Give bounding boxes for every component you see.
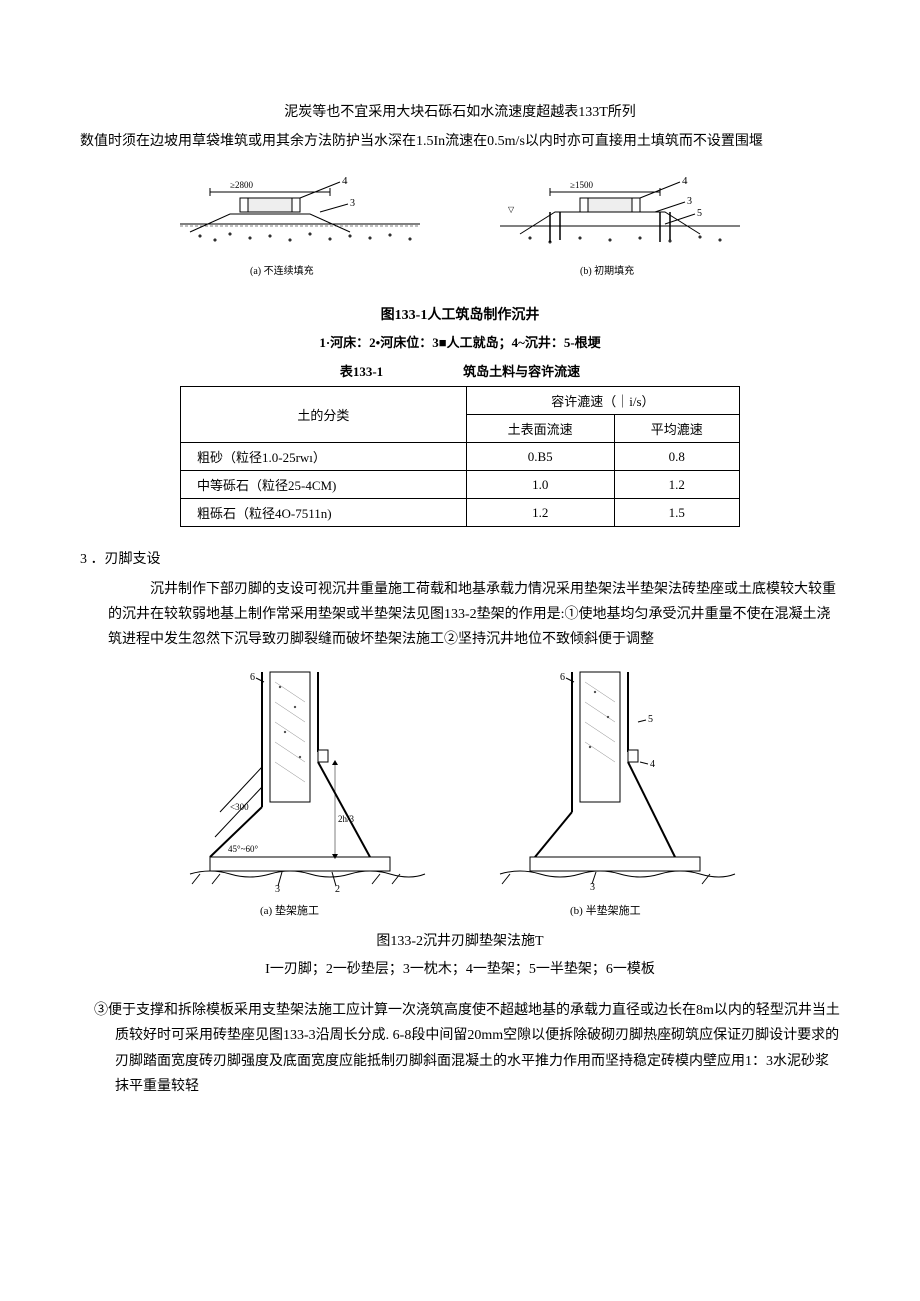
cell-name: 粗砂（粒径1.0-25rwı）	[181, 443, 467, 471]
svg-text:(b) 初期填充: (b) 初期填充	[580, 264, 634, 277]
cell-v1: 1.2	[466, 499, 614, 527]
table-header-row: 土的分类 容许漉速（｜i/s）	[181, 387, 740, 415]
table-133-1-label: 表133-1	[340, 361, 383, 380]
figure-133-2-legend: I一刃脚；2一砂垫层；3一枕木；4一垫架；5一半垫架；6一模板	[80, 958, 840, 978]
figure-133-2-caption: 图133-2沉井刃脚垫架法施T	[80, 930, 840, 950]
paragraph-3-circle-body: ③便于支撑和拆除模板采用支垫架法施工应计算一次浇筑高度使不超越地基的承载力直径或…	[94, 998, 840, 1099]
svg-text:6: 6	[560, 672, 565, 683]
col-header-main: 土的分类	[181, 387, 467, 443]
svg-text:45°~60°: 45°~60°	[228, 844, 258, 854]
svg-text:4: 4	[342, 175, 348, 187]
table-133-1: 土的分类 容许漉速（｜i/s） 土表面流速 平均漉速 粗砂（粒径1.0-25rw…	[180, 386, 740, 527]
cell-v2: 1.5	[614, 499, 739, 527]
table-133-1-title-row: 表133-1 筑岛土料与容许流速	[80, 361, 840, 380]
col-sub-2: 平均漉速	[614, 415, 739, 443]
svg-text:(b) 半垫架施工: (b) 半垫架施工	[570, 903, 641, 917]
figure-133-1: ≥2800 4 3 (a) 不连续填充 ≥1500	[80, 174, 840, 294]
intro-line-2: 数值时须在边坡用草袋堆筑或用其余方法防护当水深在1.5In流速在0.5m/s以内…	[80, 129, 840, 154]
scaffold-diagram-left-icon: <300 2h/3 45°~60° 6 2 3 (a) 垫架施工	[180, 662, 430, 922]
svg-text:(a) 垫架施工: (a) 垫架施工	[260, 903, 319, 917]
svg-text:4: 4	[650, 759, 655, 770]
svg-text:2h/3: 2h/3	[338, 814, 355, 824]
figure-133-2-caption-text: 图133-2沉井刃脚垫架法施T	[376, 934, 543, 949]
svg-text:5: 5	[648, 714, 653, 725]
cell-name: 粗砾石（粒径4O-7511n)	[181, 499, 467, 527]
island-diagram-right-icon: ≥1500 4 3 5 ▽ (b) 初期填充	[490, 174, 750, 294]
figure-133-2-right: 6 5 4 3 (b) 半垫架施工	[490, 662, 740, 922]
col-header-group: 容许漉速（｜i/s）	[466, 387, 739, 415]
cell-name: 中等砾石（粒径25-4CM)	[181, 471, 467, 499]
svg-text:3: 3	[350, 198, 355, 209]
col-sub-1: 土表面流速	[466, 415, 614, 443]
figure-133-1-caption: 图133-1人工筑岛制作沉井	[80, 304, 840, 324]
table-133-1-title: 筑岛土料与容许流速	[463, 361, 580, 380]
svg-text:(a) 不连续填充: (a) 不连续填充	[250, 264, 314, 277]
figure-133-1-right: ≥1500 4 3 5 ▽ (b) 初期填充	[490, 174, 750, 294]
cell-v1: 1.0	[466, 471, 614, 499]
figure-133-1-legend: 1·河床：2•河床位：3■人工就岛；4~沉井：5-根埂	[80, 332, 840, 351]
svg-text:≥2800: ≥2800	[230, 180, 253, 190]
figure-133-2: <300 2h/3 45°~60° 6 2 3 (a) 垫架施工	[80, 662, 840, 922]
svg-text:3: 3	[687, 196, 692, 207]
svg-text:6: 6	[250, 672, 255, 683]
figure-133-2-left: <300 2h/3 45°~60° 6 2 3 (a) 垫架施工	[180, 662, 430, 922]
cell-v1: 0.B5	[466, 443, 614, 471]
figure-133-2-legend-text: I一刃脚；2一砂垫层；3一枕木；4一垫架；5一半垫架；6一模板	[265, 962, 655, 977]
intro-line-1: 泥炭等也不宜采用大块石砾石如水流速度超越表133T所列	[80, 100, 840, 125]
svg-text:4: 4	[682, 175, 688, 187]
table-row: 粗砾石（粒径4O-7511n) 1.2 1.5	[181, 499, 740, 527]
svg-text:5: 5	[697, 208, 702, 219]
paragraph-3-circle: ③便于支撑和拆除模板采用支垫架法施工应计算一次浇筑高度使不超越地基的承载力直径或…	[80, 998, 840, 1099]
section-3: 3 ．刃脚支设 沉井制作下部刃脚的支设可视沉井重量施工荷载和地基承载力情况采用垫…	[80, 547, 840, 652]
island-diagram-left-icon: ≥2800 4 3 (a) 不连续填充	[170, 174, 430, 294]
cell-v2: 1.2	[614, 471, 739, 499]
scaffold-diagram-right-icon: 6 5 4 3 (b) 半垫架施工	[490, 662, 740, 922]
svg-text:▽: ▽	[508, 205, 515, 214]
figure-133-1-left: ≥2800 4 3 (a) 不连续填充	[170, 174, 430, 294]
svg-text:≥1500: ≥1500	[570, 180, 593, 190]
svg-text:<300: <300	[230, 802, 249, 812]
section-3-heading: 3 ．刃脚支设	[80, 547, 840, 572]
svg-text:3: 3	[275, 884, 280, 895]
table-row: 粗砂（粒径1.0-25rwı） 0.B5 0.8	[181, 443, 740, 471]
table-row: 中等砾石（粒径25-4CM) 1.0 1.2	[181, 471, 740, 499]
cell-v2: 0.8	[614, 443, 739, 471]
section-3-body: 沉井制作下部刃脚的支设可视沉井重量施工荷载和地基承载力情况采用垫架法半垫架法砖垫…	[80, 577, 840, 653]
